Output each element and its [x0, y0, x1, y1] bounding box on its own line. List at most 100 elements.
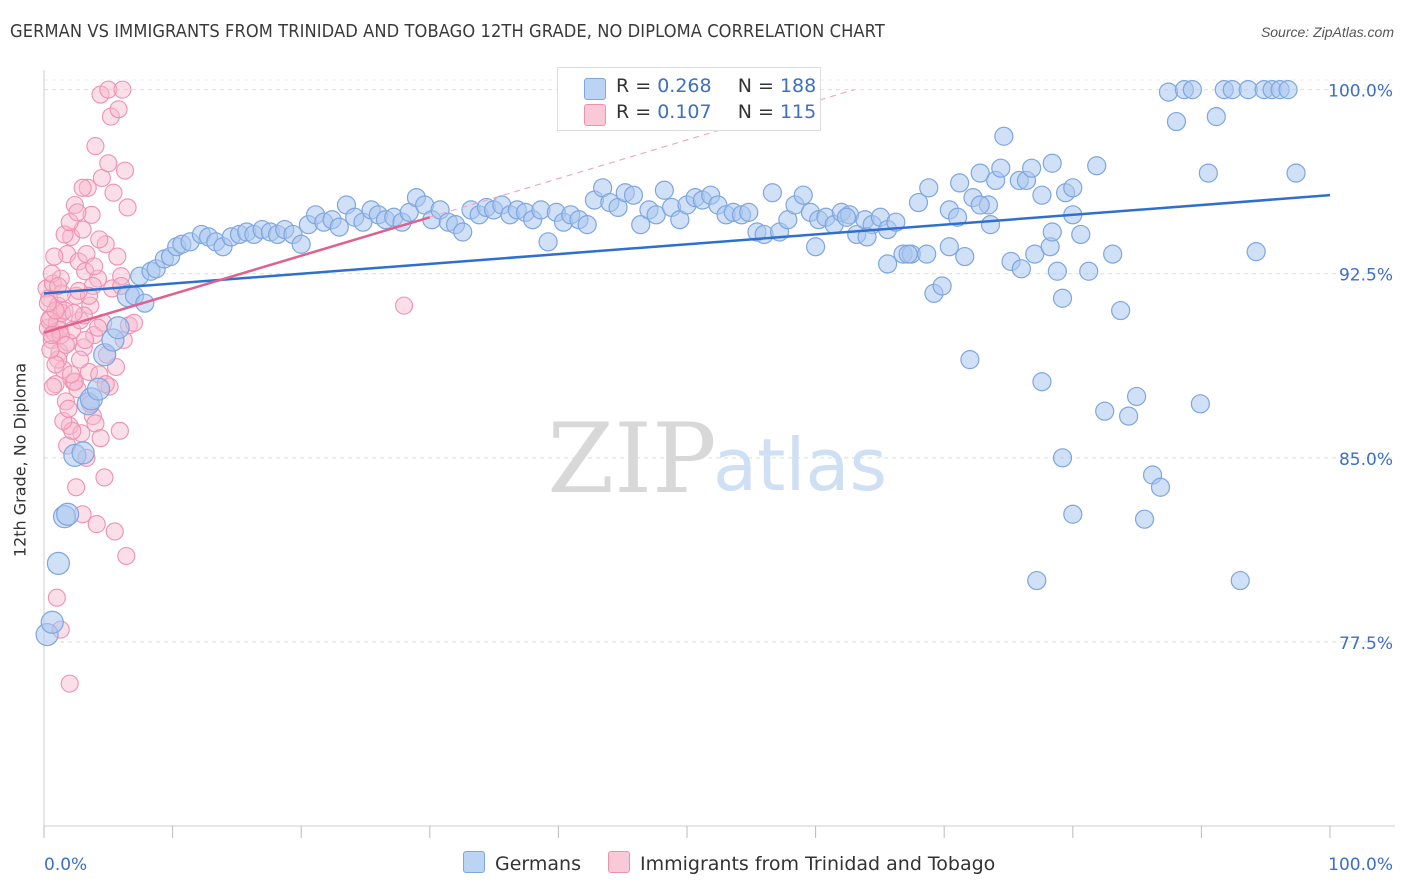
data-point-trinidad — [85, 257, 104, 276]
tick-labels: 77.5% 85.0% 92.5% 100.0% 0.0% 100.0% — [44, 82, 1393, 875]
data-point-trinidad — [49, 276, 68, 296]
data-point-trinidad — [64, 303, 83, 323]
data-point-trinidad — [91, 429, 110, 448]
x-tick-label: 0.0% — [44, 855, 87, 875]
data-point-germans — [71, 441, 95, 465]
data-point-germans — [329, 217, 349, 237]
data-point-germans — [1011, 259, 1031, 279]
data-point-germans — [1286, 163, 1306, 183]
data-point-germans — [1134, 509, 1155, 529]
trend-line-trinidad-extension — [429, 89, 855, 218]
data-point-trinidad — [70, 350, 90, 369]
data-point-germans — [960, 350, 980, 370]
data-point-germans — [1079, 261, 1099, 281]
data-point-germans — [1103, 244, 1123, 264]
bottom-legend-label-trinidad: Immigrants from Trinidad and Tobago — [640, 853, 996, 875]
data-point-germans — [1150, 477, 1171, 497]
data-point-germans — [898, 244, 918, 264]
trend-lines — [43, 89, 1331, 334]
data-point-germans — [1158, 82, 1179, 102]
data-point-germans — [980, 215, 1001, 235]
data-point-germans — [994, 126, 1014, 146]
data-point-trinidad — [76, 330, 95, 350]
data-point-trinidad — [99, 154, 118, 173]
axes — [43, 70, 1395, 838]
data-point-trinidad — [63, 421, 82, 440]
y-tick-label: 100.0% — [1328, 82, 1393, 102]
data-point-trinidad — [65, 195, 84, 215]
data-point-trinidad — [112, 267, 131, 286]
data-point-germans — [1238, 80, 1258, 100]
data-point-germans — [291, 234, 311, 254]
data-point-germans — [1042, 222, 1062, 242]
data-point-germans — [955, 246, 975, 267]
data-point-trinidad — [46, 375, 65, 394]
data-point-germans — [1230, 570, 1250, 591]
watermark-atlas: atlas — [713, 423, 887, 507]
data-point-germans — [991, 158, 1011, 178]
data-point-trinidad — [47, 588, 66, 607]
data-point-trinidad — [105, 522, 124, 541]
data-point-trinidad — [101, 107, 120, 126]
data-point-germans — [1246, 242, 1266, 262]
data-point-germans — [1190, 394, 1210, 414]
bottom-legend-trinidad: Immigrants from Trinidad and Tobago — [608, 851, 995, 877]
data-point-trinidad — [118, 198, 137, 217]
data-point-germans — [1025, 244, 1045, 264]
data-point-trinidad — [78, 178, 97, 197]
data-point-germans — [86, 377, 111, 401]
legend-n-value-germans: 188 — [779, 75, 817, 97]
data-point-germans — [836, 207, 857, 227]
stats-legend: R = 0.268 N = 188 R = 0.107 N = 115 — [557, 67, 821, 131]
data-point-germans — [1071, 224, 1091, 245]
watermark-zip: ZIP — [547, 403, 716, 515]
legend-r-label: R = — [616, 101, 652, 123]
data-point-trinidad — [113, 80, 132, 99]
data-point-germans — [939, 237, 959, 257]
data-point-germans — [932, 276, 952, 296]
data-point-germans — [886, 212, 906, 232]
data-point-germans — [793, 185, 813, 205]
data-point-germans — [1095, 401, 1115, 421]
data-point-germans — [40, 610, 64, 634]
trend-line-trinidad — [43, 216, 431, 334]
data-point-germans — [1111, 300, 1131, 321]
data-point-trinidad — [56, 335, 75, 354]
data-point-trinidad — [61, 365, 81, 384]
data-point-trinidad — [49, 350, 68, 369]
data-point-germans — [453, 222, 473, 242]
data-point-trinidad — [60, 674, 79, 693]
data-point-germans — [1042, 153, 1062, 173]
data-point-trinidad — [45, 247, 64, 266]
data-point-trinidad — [46, 301, 65, 320]
data-point-germans — [1047, 261, 1067, 281]
data-point-germans — [1278, 80, 1298, 100]
data-point-trinidad — [51, 269, 70, 288]
legend-r-value-germans: 0.268 — [657, 75, 712, 97]
data-point-trinidad — [43, 377, 63, 396]
data-point-trinidad — [110, 421, 129, 440]
y-tick-label: 85.0% — [1339, 450, 1393, 470]
data-point-germans — [1022, 158, 1042, 178]
bottom-legend-swatch-trinidad — [608, 851, 630, 873]
data-point-trinidad — [117, 546, 136, 566]
data-point-germans — [106, 316, 130, 340]
bottom-legend-swatch-germans — [463, 851, 485, 873]
data-point-germans — [1087, 156, 1107, 176]
data-point-germans — [805, 237, 826, 257]
data-point-trinidad — [395, 296, 414, 315]
chart-source: Source: ZipAtlas.com — [1260, 24, 1394, 40]
data-point-trinidad — [115, 161, 135, 180]
legend-swatch-trinidad — [584, 104, 606, 126]
chart-title: GERMAN VS IMMIGRANTS FROM TRINIDAD AND T… — [10, 22, 885, 42]
data-point-trinidad — [68, 203, 87, 222]
data-point-germans — [970, 163, 990, 183]
legend-r-label: R = — [616, 75, 652, 97]
legend-swatch-germans — [584, 78, 606, 100]
data-point-trinidad — [104, 183, 123, 202]
data-point-germans — [908, 192, 929, 213]
data-point-germans — [950, 173, 970, 193]
data-point-germans — [739, 202, 759, 222]
data-point-trinidad — [73, 178, 92, 197]
